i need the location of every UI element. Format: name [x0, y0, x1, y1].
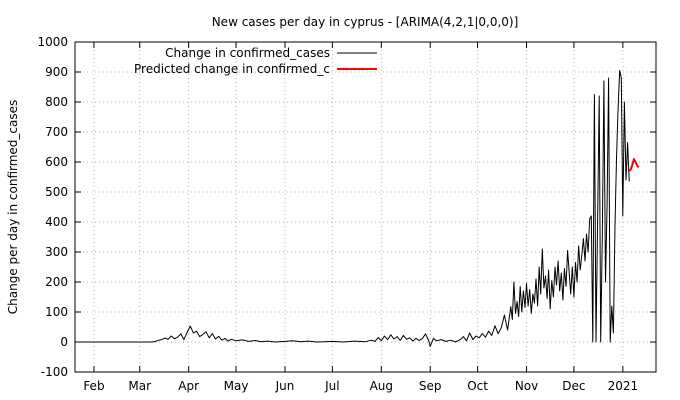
legend-label-cases: Change in confirmed_cases [165, 46, 330, 60]
y-tick-label: 500 [45, 185, 68, 199]
x-tick-label: 2021 [608, 379, 639, 393]
y-tick-label: 400 [45, 215, 68, 229]
series-lines [78, 70, 640, 347]
x-tick-label: Sep [419, 379, 442, 393]
y-tick-label: 200 [45, 275, 68, 289]
series-line-confirmed-cases [78, 70, 630, 347]
y-tick-label: 0 [60, 335, 68, 349]
y-tick-label: 1000 [37, 35, 68, 49]
series-line-predicted [628, 158, 640, 172]
x-ticks: Feb Mar Apr May Jun Jul Aug Sep Oct Nov Dec 2021 [83, 42, 638, 393]
y-tick-label: 300 [45, 245, 68, 259]
y-tick-label: 100 [45, 305, 68, 319]
legend: Change in confirmed_cases Predicted chan… [134, 46, 377, 76]
x-tick-label: Dec [562, 379, 585, 393]
y-ticks: -100 0 100 200 300 400 500 600 700 800 900 1000 [37, 35, 656, 379]
y-tick-label: 700 [45, 125, 68, 139]
y-tick-label: 900 [45, 65, 68, 79]
y-axis-label: Change per day in confirmed_cases [6, 100, 20, 315]
x-tick-label: Oct [467, 379, 488, 393]
x-tick-label: Aug [370, 379, 393, 393]
x-tick-label: Jul [324, 379, 339, 393]
y-tick-label: 600 [45, 155, 68, 169]
chart-title: New cases per day in cyprus - [ARIMA(4,2… [212, 15, 519, 29]
legend-label-predicted: Predicted change in confirmed_c [134, 62, 330, 76]
x-tick-label: Jun [275, 379, 295, 393]
x-tick-label: Feb [83, 379, 104, 393]
gridlines [75, 42, 656, 372]
x-tick-label: May [224, 379, 249, 393]
plot-frame [74, 41, 657, 373]
x-tick-label: Nov [515, 379, 538, 393]
x-tick-label: Apr [178, 379, 199, 393]
y-tick-label: 800 [45, 95, 68, 109]
x-tick-label: Mar [128, 379, 151, 393]
y-tick-label: -100 [41, 365, 68, 379]
